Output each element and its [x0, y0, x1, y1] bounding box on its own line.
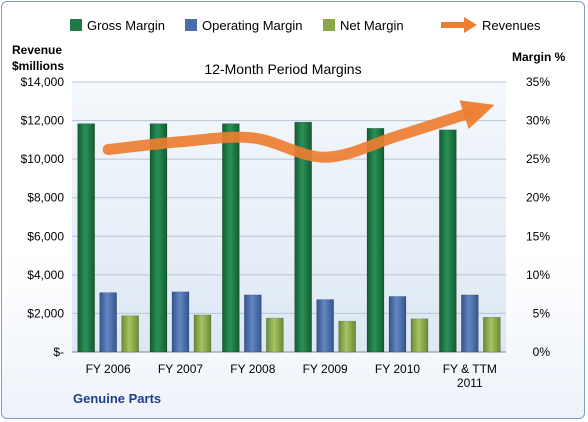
bar-net-margin: [410, 318, 429, 353]
legend-swatch-gross: [70, 19, 82, 31]
right-tick-label: 20%: [526, 191, 550, 205]
left-tick-label: $14,000: [21, 75, 65, 89]
bar-gross-margin: [222, 123, 240, 353]
company-name: Genuine Parts: [73, 391, 161, 406]
category-label: FY 2010: [375, 362, 420, 376]
left-tick-label: $12,000: [21, 114, 65, 128]
legend-label-revenues: Revenues: [482, 18, 541, 33]
category-label: FY 2007: [158, 362, 203, 376]
right-axis-title: Margin %: [512, 50, 566, 64]
bar-net-margin: [121, 315, 139, 353]
bar-gross-margin: [439, 129, 457, 353]
category-label: FY 2006: [86, 362, 131, 376]
category-label: FY & TTM 2011: [443, 362, 497, 390]
right-tick-label: 35%: [526, 75, 550, 89]
bars: [77, 121, 501, 353]
left-tick-label: $2,000: [27, 306, 64, 320]
left-tick-label: $4,000: [27, 268, 64, 282]
category-label: FY 2008: [230, 362, 275, 376]
gridlines: [72, 81, 506, 353]
bar-gross-margin: [366, 127, 385, 353]
right-tick-label: 15%: [526, 229, 550, 243]
right-tick-label: 10%: [526, 268, 550, 282]
bar-gross-margin: [77, 123, 95, 353]
legend-swatch-net: [323, 19, 335, 31]
category-label: FY 2009: [303, 362, 348, 376]
revenue-line-path: [102, 107, 476, 163]
left-axis-title-line1: Revenue: [12, 43, 62, 57]
left-axis-title-line2: $millions: [12, 59, 64, 73]
left-axis-ticks: $- $2,000 $4,000 $6,000 $8,000 $10,000 $12,000…: [21, 75, 65, 359]
chart-title: 12-Month Period Margins: [204, 61, 361, 77]
legend-label-operating: Operating Margin: [202, 18, 302, 33]
bar-operating-margin: [461, 294, 479, 353]
left-tick-label: $6,000: [27, 229, 64, 243]
bar-gross-margin: [294, 121, 312, 353]
bar-gross-margin: [149, 123, 168, 353]
bar-operating-margin: [316, 299, 334, 353]
right-tick-label: 30%: [526, 114, 550, 128]
bar-operating-margin: [388, 296, 407, 353]
right-tick-label: 5%: [533, 306, 551, 320]
bar-net-margin: [193, 314, 212, 353]
revenue-arrowhead: [459, 100, 495, 129]
legend-label-net: Net Margin: [340, 18, 404, 33]
bar-operating-margin: [244, 294, 262, 353]
category-labels: FY 2006 FY 2007 FY 2008 FY 2009 FY 2010 FY & …: [86, 362, 497, 390]
bar-net-margin: [483, 316, 501, 353]
right-tick-label: 0%: [533, 345, 551, 359]
right-tick-label: 25%: [526, 152, 550, 166]
legend-swatch-operating: [185, 19, 197, 31]
left-tick-label: $8,000: [27, 191, 64, 205]
right-axis-ticks: 0% 5% 10% 15% 20% 25% 30% 35%: [526, 75, 550, 359]
bar-net-margin: [266, 317, 284, 353]
legend: Gross Margin Operating Margin Net Margin…: [70, 17, 541, 33]
left-tick-label: $-: [53, 345, 64, 359]
bar-operating-margin: [171, 291, 190, 353]
left-tick-label: $10,000: [21, 152, 65, 166]
legend-label-gross: Gross Margin: [87, 18, 165, 33]
bar-net-margin: [338, 320, 356, 353]
revenue-line: [102, 100, 495, 163]
legend-swatch-revenues: [441, 17, 477, 33]
bar-operating-margin: [99, 292, 117, 353]
